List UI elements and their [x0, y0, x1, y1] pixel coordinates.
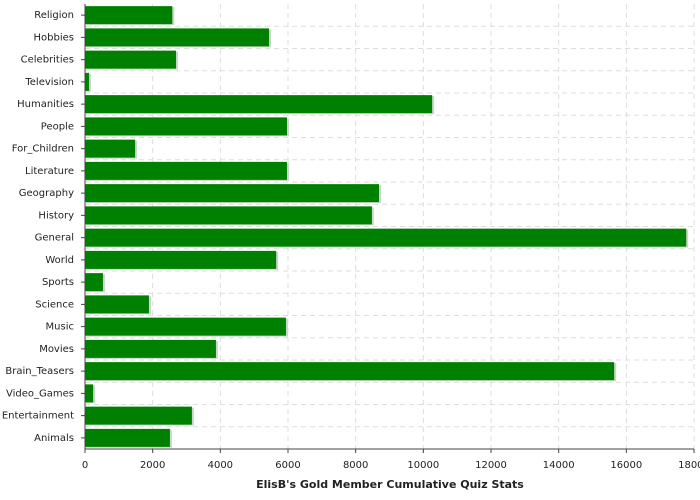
y-tick-label: For_Children — [12, 144, 74, 155]
y-tick-label: Animals — [34, 433, 74, 444]
x-tick-label: 14000 — [543, 460, 575, 471]
bar — [85, 206, 372, 225]
y-tick-label: World — [45, 255, 74, 266]
x-tick-label: 10000 — [407, 460, 439, 471]
y-tick-label: Geography — [19, 188, 74, 199]
bar — [85, 384, 94, 403]
bar — [85, 117, 287, 136]
bar — [85, 406, 192, 425]
bar — [85, 95, 433, 114]
bar — [85, 317, 286, 336]
y-tick-label: Science — [35, 299, 74, 310]
y-tick-label: Movies — [39, 344, 74, 355]
y-tick-label: Celebrities — [21, 55, 74, 66]
bar — [85, 339, 216, 358]
bar — [85, 50, 177, 69]
y-tick-label: Sports — [42, 277, 74, 288]
bar — [85, 250, 277, 269]
x-tick-label: 2000 — [140, 460, 165, 471]
y-tick-label: Hobbies — [34, 32, 74, 43]
bar — [85, 139, 136, 158]
x-tick-label: 12000 — [475, 460, 507, 471]
y-tick-label: History — [38, 210, 74, 221]
chart-title: ElisB's Gold Member Cumulative Quiz Stat… — [256, 478, 524, 491]
x-tick-label: 0 — [82, 460, 88, 471]
y-tick-label: Music — [46, 322, 74, 333]
y-tick-label: General — [35, 233, 74, 244]
bar — [85, 6, 173, 25]
bar — [85, 428, 170, 447]
y-tick-label: Entertainment — [2, 411, 74, 422]
x-tick-label: 16000 — [610, 460, 642, 471]
bar — [85, 362, 615, 381]
bar — [85, 184, 380, 203]
x-tick-label: 18000 — [678, 460, 700, 471]
bar — [85, 161, 287, 180]
y-tick-label: Television — [24, 77, 74, 88]
x-tick-label: 8000 — [343, 460, 368, 471]
bar — [85, 273, 103, 292]
y-tick-label: Literature — [25, 166, 74, 177]
y-tick-label: Brain_Teasers — [5, 366, 74, 377]
y-tick-label: Humanities — [17, 99, 74, 110]
bar — [85, 72, 90, 91]
bar — [85, 228, 687, 247]
y-tick-label: People — [41, 121, 74, 132]
x-tick-label: 4000 — [208, 460, 233, 471]
bar — [85, 28, 270, 47]
bar — [85, 295, 149, 314]
y-tick-label: Religion — [34, 10, 74, 21]
x-tick-label: 6000 — [275, 460, 300, 471]
y-tick-label: Video_Games — [6, 388, 74, 399]
